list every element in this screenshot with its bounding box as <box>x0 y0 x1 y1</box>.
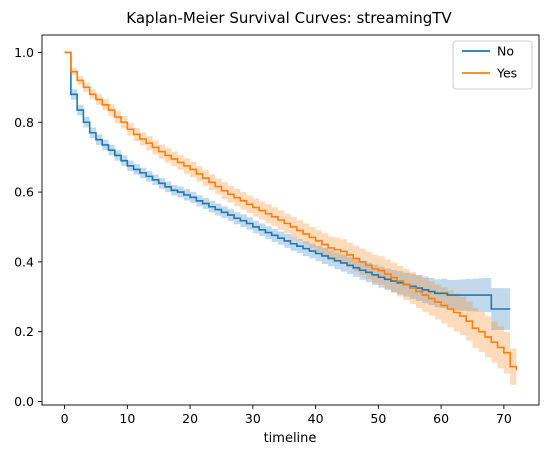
ci-band-no <box>64 52 511 330</box>
y-tick-label: 0.8 <box>14 115 34 130</box>
x-tick-label: 40 <box>308 411 324 426</box>
y-tick-label: 0.2 <box>14 324 34 339</box>
x-tick-label: 20 <box>182 411 198 426</box>
chart-title: Kaplan-Meier Survival Curves: streamingT… <box>126 9 452 27</box>
legend-label-yes: Yes <box>496 66 517 81</box>
survival-line-yes <box>64 51 518 371</box>
x-tick-label: 50 <box>370 411 386 426</box>
survival-lines <box>64 51 518 371</box>
y-tick-label: 0.6 <box>14 185 34 200</box>
x-tick-label: 0 <box>61 411 69 426</box>
survival-line-no <box>64 51 511 310</box>
y-tick-label: 0.0 <box>14 394 34 409</box>
x-axis-ticks: 0 10 20 30 40 50 60 70 <box>61 405 512 426</box>
legend-box <box>452 40 533 90</box>
x-tick-label: 30 <box>245 411 261 426</box>
ci-band-yes <box>64 52 517 388</box>
legend-label-no: No <box>497 44 514 59</box>
y-tick-label: 1.0 <box>14 45 34 60</box>
legend: No Yes <box>452 40 533 90</box>
confidence-bands <box>64 52 517 388</box>
x-tick-label: 70 <box>496 411 512 426</box>
plot-frame <box>41 34 540 406</box>
x-axis-label: timeline <box>264 431 317 446</box>
x-tick-label: 10 <box>119 411 135 426</box>
y-tick-label: 0.4 <box>14 254 34 269</box>
x-tick-label: 60 <box>433 411 449 426</box>
y-axis-ticks: 0.0 0.2 0.4 0.6 0.8 1.0 <box>14 45 42 409</box>
